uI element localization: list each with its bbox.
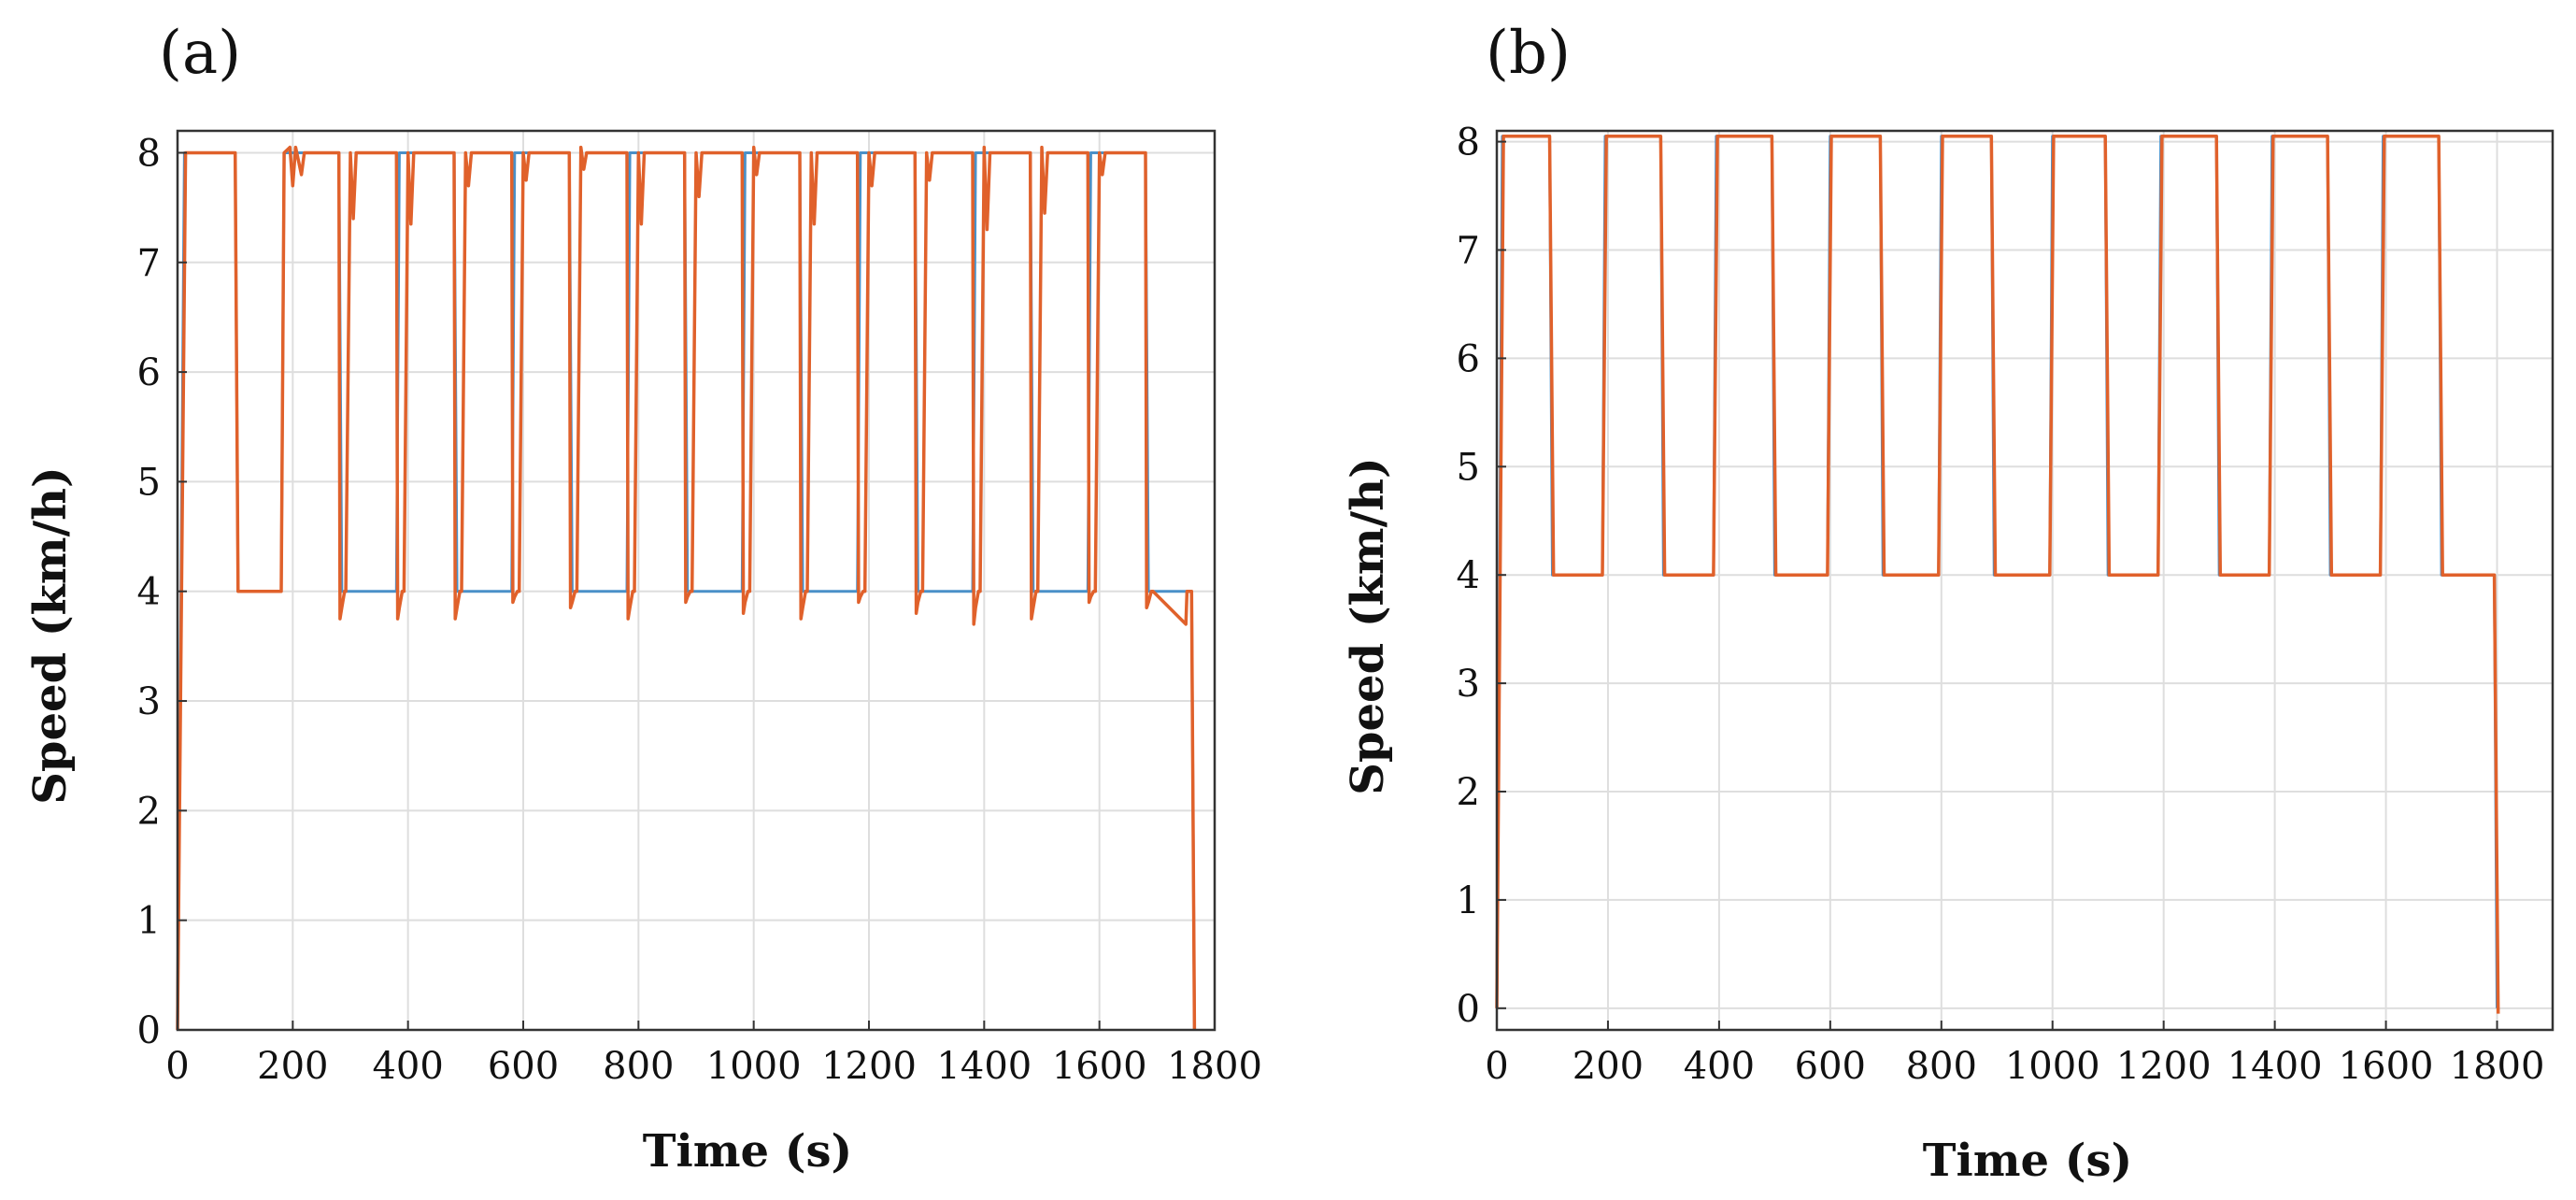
x-tick-label: 1400 [936, 1045, 1032, 1088]
x-tick-label: 200 [1573, 1045, 1644, 1088]
panel-b-x-axis-title: Time (s) [1923, 1135, 2132, 1187]
panel-a-label: (a) [159, 19, 241, 88]
panel-b-ticks: 0 200 400 600 800 1000 1200 1400 1600 1800 0 1 2 3 4 5 6… [1457, 121, 2545, 1088]
x-tick-label: 200 [257, 1045, 328, 1088]
y-tick-label: 3 [137, 680, 161, 723]
x-tick-label: 600 [488, 1045, 559, 1088]
y-tick-label: 0 [137, 1009, 161, 1052]
x-tick-label: 400 [1684, 1045, 1755, 1088]
y-tick-label: 6 [137, 351, 161, 394]
y-tick-label: 6 [1457, 337, 1480, 380]
panel-a-y-axis-title: Speed (km/h) [24, 466, 77, 804]
panel-a-series [176, 145, 1197, 1031]
y-tick-label: 8 [1457, 121, 1480, 164]
x-tick-label: 1600 [2339, 1045, 2434, 1088]
panel-b-label: (b) [1486, 19, 1571, 88]
panel-a: (a) 0 200 400 600 800 1000 1200 1400 1600 1800 0 1 2… [24, 19, 1262, 1178]
y-tick-label: 2 [137, 790, 161, 833]
series-line-actual [1495, 135, 2500, 1014]
x-tick-label: 400 [372, 1045, 443, 1088]
y-tick-label: 5 [1457, 446, 1480, 489]
panel-b-grid [1496, 131, 2553, 1030]
x-tick-label: 1800 [1167, 1045, 1262, 1088]
panel-a-plot-frame [176, 129, 1217, 1032]
x-tick-label: 1200 [2116, 1045, 2212, 1088]
y-tick-label: 4 [137, 571, 161, 614]
panel-b-plot-frame [1495, 129, 2555, 1032]
y-tick-label: 1 [1457, 879, 1480, 922]
x-tick-label: 1800 [2450, 1045, 2545, 1088]
panel-b: (b) 0 200 400 600 800 1000 1200 1400 1600 1800 0 1 2… [1342, 19, 2555, 1187]
x-tick-label: 1200 [821, 1045, 917, 1088]
x-tick-label: 1400 [2227, 1045, 2323, 1088]
y-tick-label: 0 [1457, 988, 1480, 1031]
x-tick-label: 0 [1485, 1045, 1508, 1088]
panel-a-x-axis-title: Time (s) [643, 1125, 852, 1178]
panel-b-series [1495, 135, 2500, 1014]
x-tick-label: 1000 [706, 1045, 802, 1088]
series-line-reference [1495, 135, 2498, 1008]
x-tick-label: 1600 [1052, 1045, 1147, 1088]
x-tick-label: 1000 [2005, 1045, 2100, 1088]
panel-a-ticks: 0 200 400 600 800 1000 1200 1400 1600 1800 0 1 2 3 4 5 6… [137, 132, 1262, 1088]
y-tick-label: 7 [137, 242, 161, 285]
series-line-actual [176, 145, 1197, 1031]
x-tick-label: 600 [1795, 1045, 1866, 1088]
y-tick-label: 5 [137, 461, 161, 504]
x-tick-label: 800 [603, 1045, 674, 1088]
y-tick-label: 2 [1457, 771, 1480, 814]
panel-b-y-axis-title: Speed (km/h) [1342, 457, 1394, 794]
y-tick-label: 1 [137, 900, 161, 943]
y-tick-label: 3 [1457, 663, 1480, 706]
x-tick-label: 0 [165, 1045, 189, 1088]
y-tick-label: 7 [1457, 229, 1480, 272]
x-tick-label: 800 [1906, 1045, 1977, 1088]
y-tick-label: 4 [1457, 554, 1480, 597]
y-tick-label: 8 [137, 132, 161, 175]
